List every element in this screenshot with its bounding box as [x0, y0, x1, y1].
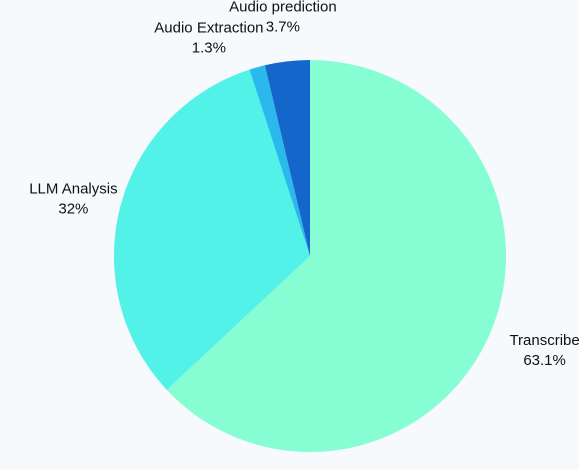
pie-slice-llm-analysis: [113, 69, 311, 390]
pie-slice-audio-prediction: [264, 60, 310, 256]
slice-label-audio-prediction: Audio prediction: [229, 0, 337, 16]
slice-value-audio-prediction: 3.7%: [266, 19, 300, 36]
slice-value-audio-extraction: 1.3%: [192, 40, 226, 57]
slice-value-llm-analysis: 32%: [58, 201, 88, 218]
slice-label-llm-analysis: LLM Analysis: [29, 181, 117, 198]
slice-value-transcribe: 63.1%: [523, 352, 566, 369]
slice-label-audio-extraction: Audio Extraction: [154, 20, 263, 37]
pie-slice-transcribe: [166, 60, 506, 453]
slice-label-transcribe: Transcribe: [509, 332, 579, 349]
pie-slice-audio-extraction: [249, 65, 310, 256]
